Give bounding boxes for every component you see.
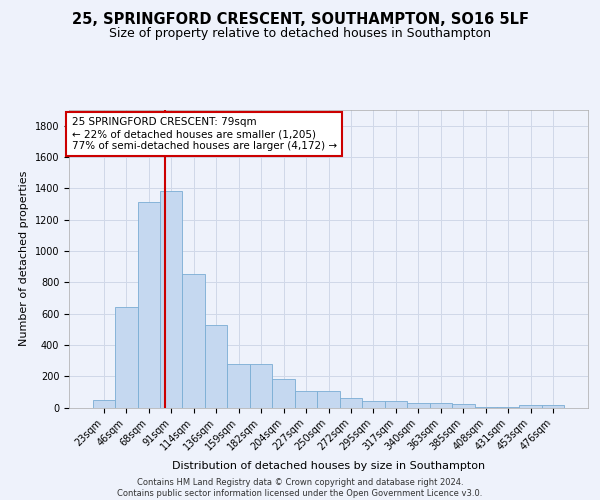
X-axis label: Distribution of detached houses by size in Southampton: Distribution of detached houses by size … bbox=[172, 460, 485, 470]
Bar bbox=[227, 364, 250, 408]
Bar bbox=[475, 406, 497, 408]
Bar bbox=[542, 405, 565, 407]
Bar bbox=[452, 404, 475, 407]
Bar bbox=[250, 364, 272, 408]
Bar bbox=[182, 274, 205, 407]
Bar bbox=[497, 406, 520, 408]
Bar bbox=[317, 391, 340, 407]
Bar bbox=[160, 192, 182, 408]
Bar bbox=[385, 401, 407, 407]
Bar bbox=[430, 403, 452, 407]
Bar bbox=[115, 308, 137, 408]
Bar bbox=[340, 398, 362, 407]
Bar bbox=[137, 202, 160, 408]
Bar bbox=[92, 400, 115, 407]
Bar bbox=[205, 324, 227, 407]
Bar bbox=[520, 405, 542, 407]
Text: Contains HM Land Registry data © Crown copyright and database right 2024.
Contai: Contains HM Land Registry data © Crown c… bbox=[118, 478, 482, 498]
Text: Size of property relative to detached houses in Southampton: Size of property relative to detached ho… bbox=[109, 28, 491, 40]
Bar bbox=[407, 403, 430, 407]
Bar bbox=[362, 401, 385, 407]
Text: 25, SPRINGFORD CRESCENT, SOUTHAMPTON, SO16 5LF: 25, SPRINGFORD CRESCENT, SOUTHAMPTON, SO… bbox=[71, 12, 529, 28]
Bar bbox=[295, 391, 317, 407]
Text: 25 SPRINGFORD CRESCENT: 79sqm
← 22% of detached houses are smaller (1,205)
77% o: 25 SPRINGFORD CRESCENT: 79sqm ← 22% of d… bbox=[71, 118, 337, 150]
Y-axis label: Number of detached properties: Number of detached properties bbox=[19, 171, 29, 346]
Bar bbox=[272, 378, 295, 408]
